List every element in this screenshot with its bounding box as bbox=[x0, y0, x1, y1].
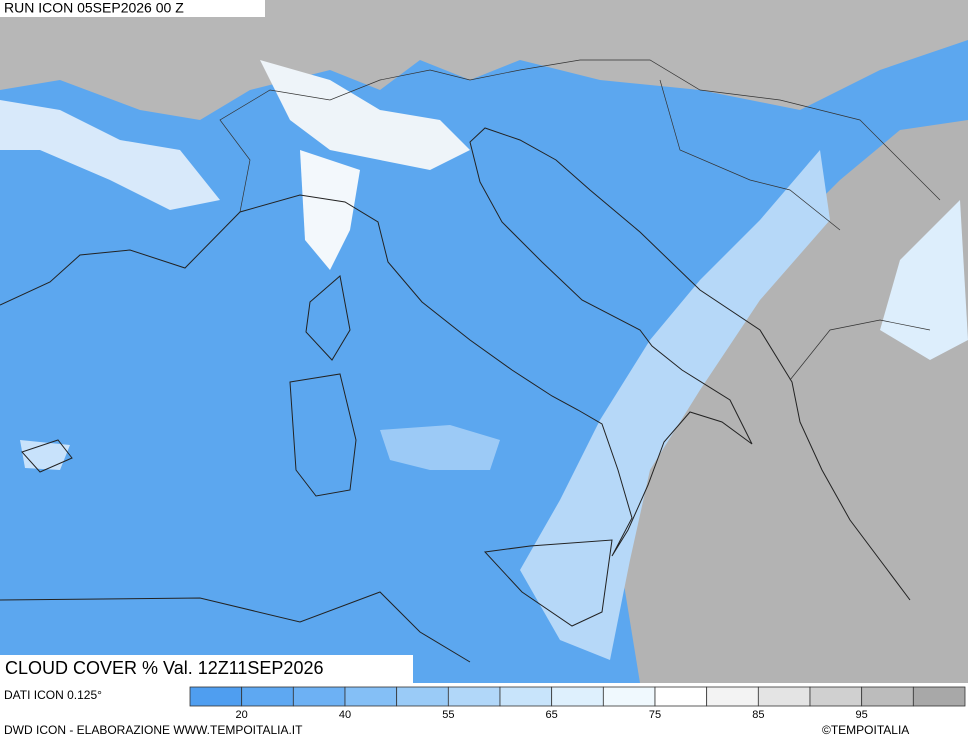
colorbar: 20 40 55 65 75 85 95 bbox=[189, 686, 966, 721]
coastline bbox=[0, 127, 911, 601]
colorbar-label: 95 bbox=[856, 709, 868, 721]
colorbar-label: 85 bbox=[752, 709, 764, 721]
cloud-patch bbox=[20, 440, 70, 470]
map bbox=[0, 0, 968, 683]
colorbar-box bbox=[706, 686, 759, 707]
colorbar-label: 75 bbox=[649, 709, 661, 721]
coastline-sardinia bbox=[289, 373, 357, 497]
run-label: RUN ICON 05SEP2026 00 Z bbox=[4, 0, 184, 16]
colorbar-label: 65 bbox=[546, 709, 558, 721]
cloud-alps bbox=[260, 60, 470, 170]
resolution-label: DATI ICON 0.125° bbox=[4, 688, 102, 702]
colorbar-box bbox=[241, 686, 294, 707]
colorbar-box bbox=[602, 686, 656, 707]
cloud-liguria bbox=[300, 150, 360, 270]
copyright-label: ©TEMPOITALIA bbox=[822, 723, 909, 737]
coastline-baleari bbox=[21, 439, 73, 473]
colorbar-box bbox=[344, 686, 398, 707]
colorbar-box bbox=[499, 686, 553, 707]
colorbar-box bbox=[809, 686, 863, 707]
coastline-sicily bbox=[483, 539, 613, 627]
colorbar-box bbox=[912, 686, 966, 707]
coastline-corsica bbox=[305, 275, 351, 361]
colorbar-label: 55 bbox=[442, 709, 454, 721]
cloud-patch bbox=[380, 425, 500, 470]
colorbar-box bbox=[292, 686, 346, 707]
product-label: CLOUD COVER % Val. 12Z11SEP2026 bbox=[5, 658, 323, 678]
colorbar-box bbox=[189, 686, 243, 707]
colorbar-label: 40 bbox=[339, 709, 351, 721]
source-label: DWD ICON - ELABORAZIONE WWW.TEMPOITALIA.… bbox=[4, 723, 303, 737]
colorbar-box bbox=[396, 686, 449, 707]
run-box bbox=[0, 0, 265, 17]
colorbar-box bbox=[757, 686, 811, 707]
product-box bbox=[0, 655, 413, 683]
colorbar-box bbox=[654, 686, 708, 707]
colorbar-box bbox=[551, 686, 604, 707]
cloud-east bbox=[620, 120, 968, 683]
cloud-balkans bbox=[880, 200, 968, 360]
colorbar-box bbox=[861, 686, 914, 707]
cloud-band bbox=[520, 150, 830, 660]
coastline-africa bbox=[0, 591, 471, 663]
colorbar-label: 20 bbox=[236, 709, 248, 721]
cloud-north bbox=[0, 0, 968, 120]
cloud-france bbox=[0, 100, 220, 210]
borders bbox=[219, 59, 941, 381]
colorbar-box bbox=[447, 686, 501, 707]
